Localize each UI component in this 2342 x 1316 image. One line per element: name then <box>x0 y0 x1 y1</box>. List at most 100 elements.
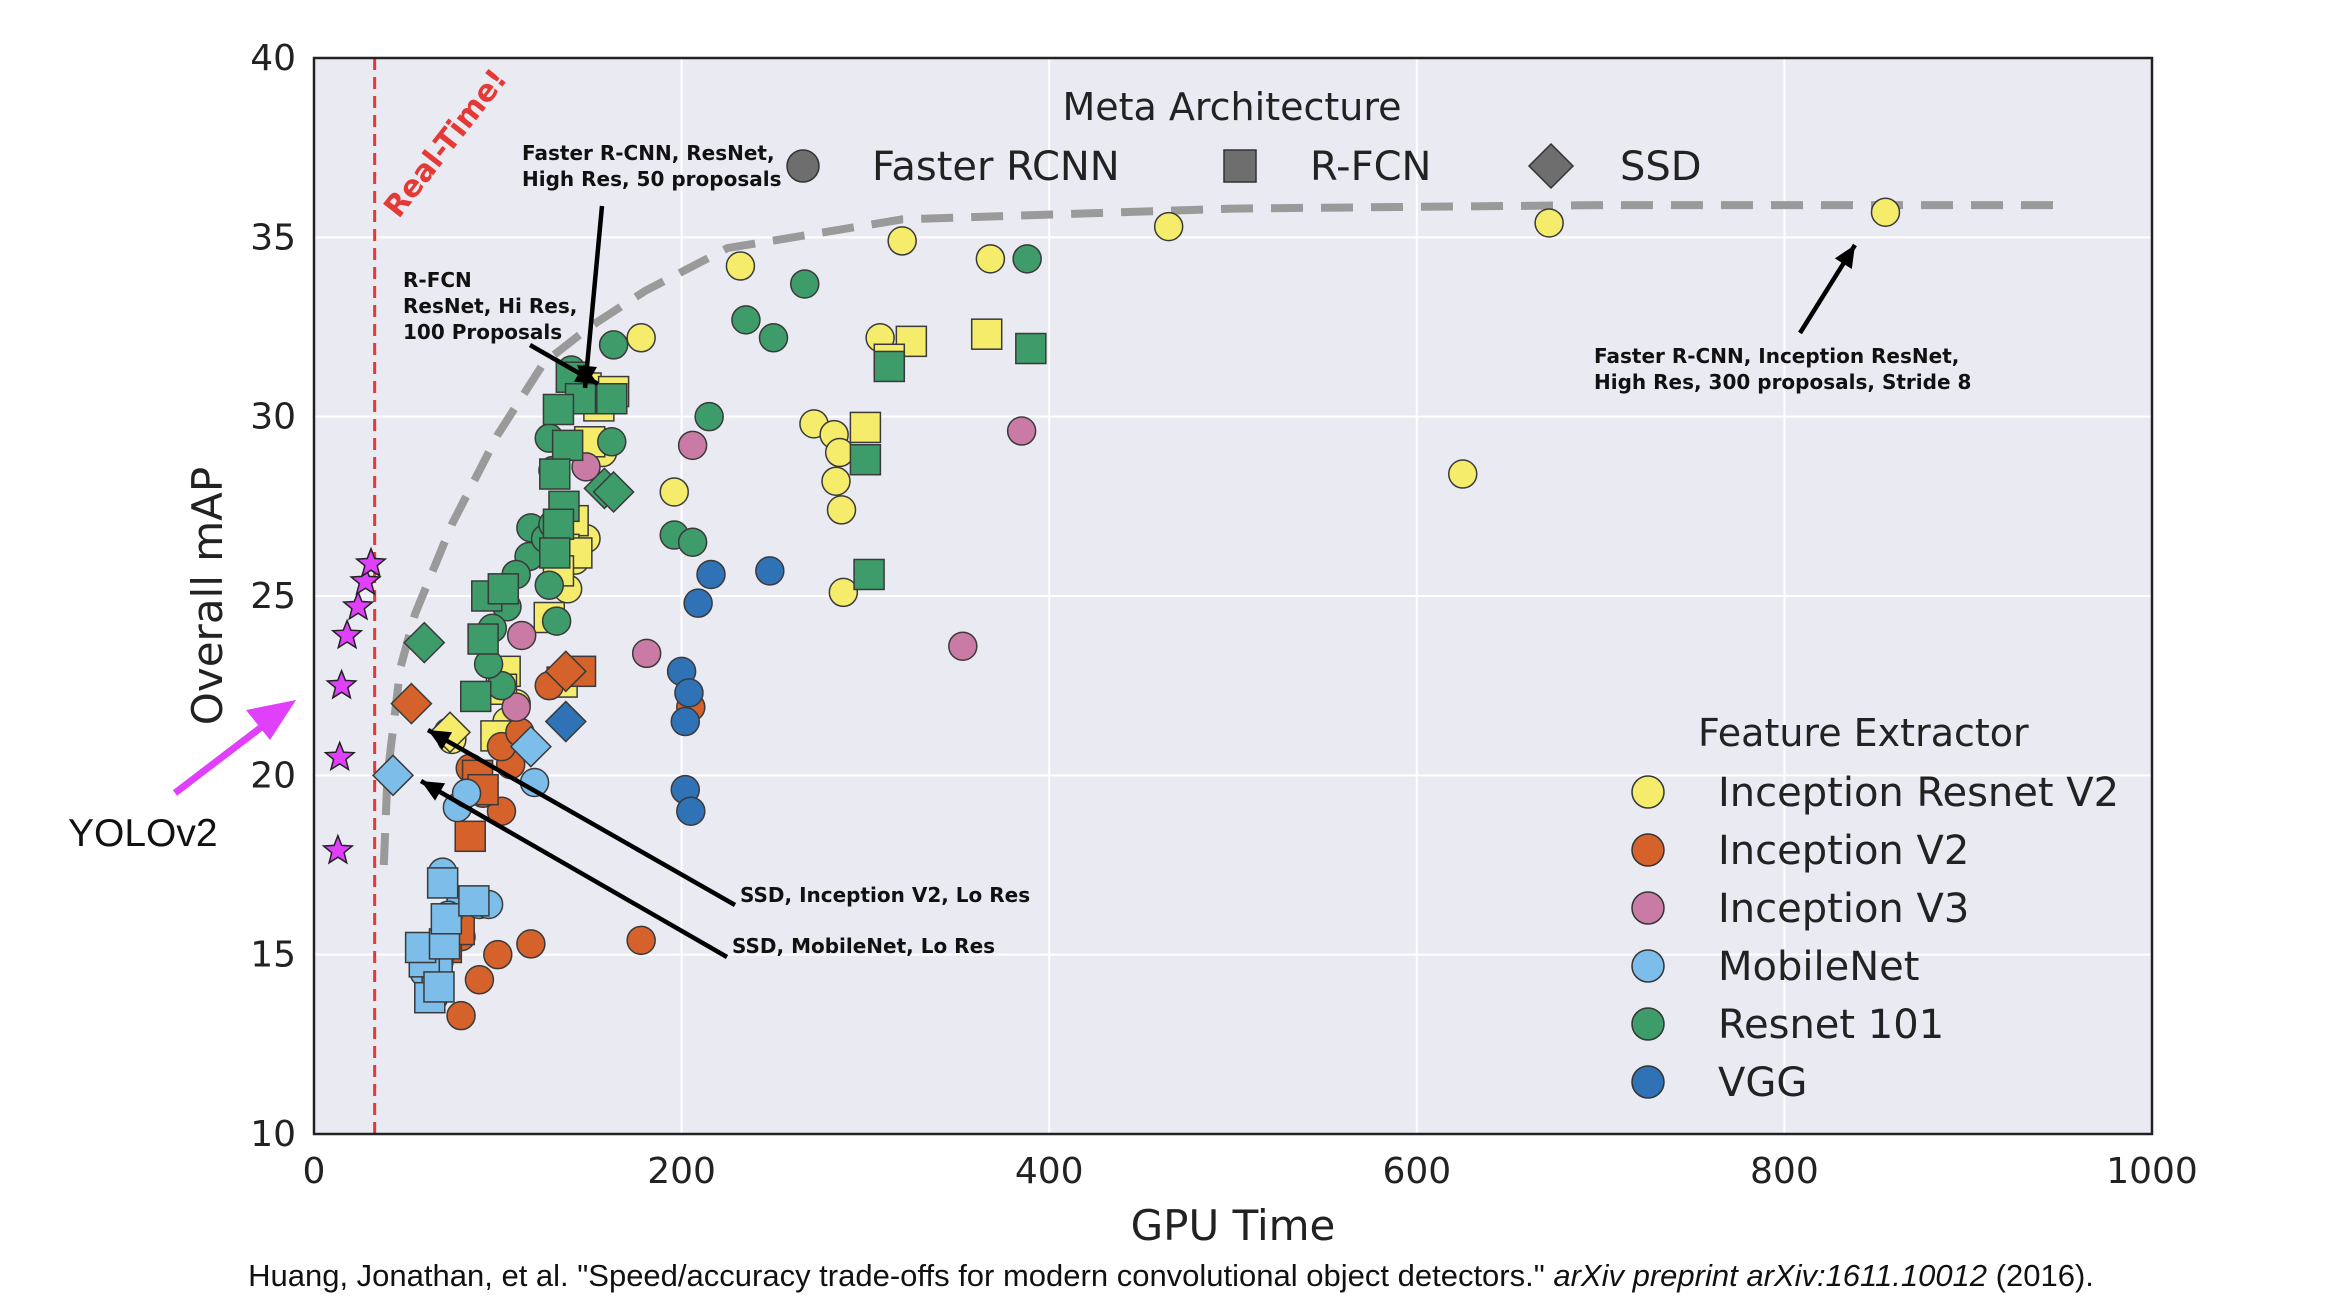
point-faster-rcnn-inception-v2 <box>483 939 513 970</box>
y-tick-label: 25 <box>250 576 296 617</box>
point-faster-rcnn-vgg <box>674 678 704 708</box>
point-rfcn-resnet-101 <box>459 680 492 713</box>
yolo-arrow <box>172 716 275 796</box>
point-ssd-vgg <box>544 700 587 743</box>
point-yolov2 <box>341 589 375 621</box>
point-rfcn-resnet-101 <box>542 508 575 541</box>
point-yolov2 <box>321 833 355 865</box>
point-rfcn-mobilenet <box>426 867 459 899</box>
meta-legend-square-marker <box>1223 149 1257 183</box>
caption-journal: arXiv preprint arXiv:1611.10012 <box>1553 1258 1988 1293</box>
feature-legend-marker <box>1631 775 1665 809</box>
feature-legend-label: Inception V3 <box>1718 886 1969 932</box>
feature-legend-marker <box>1631 833 1665 867</box>
annotation-arrowhead <box>573 364 598 384</box>
meta-legend-label: SSD <box>1620 144 1702 190</box>
point-faster-rcnn-resnet-101 <box>534 570 565 600</box>
point-faster-rcnn-inception-resnet-v2 <box>626 323 656 353</box>
annotation-arrowhead <box>428 730 453 750</box>
point-faster-rcnn-resnet-101 <box>1012 244 1042 274</box>
point-rfcn-resnet-101 <box>539 537 571 569</box>
annotation-text: SSD, MobileNet, Lo Res <box>732 934 995 958</box>
point-rfcn-resnet-101 <box>487 573 520 605</box>
point-faster-rcnn-inception-resnet-v2 <box>975 244 1006 274</box>
feature-legend-label: Inception V2 <box>1718 828 1969 874</box>
x-tick-label: 1000 <box>2106 1151 2198 1192</box>
point-yolov2 <box>325 668 358 700</box>
point-rfcn-resnet-101 <box>539 458 571 490</box>
yolo-arrowhead <box>246 700 296 740</box>
point-yolov2 <box>354 546 388 578</box>
annotation-arrow <box>582 205 605 389</box>
point-faster-rcnn-inception-resnet-v2 <box>1870 197 1901 227</box>
point-faster-rcnn-inception-v3 <box>1006 416 1037 446</box>
feature-legend-label: MobileNet <box>1718 944 1919 990</box>
point-faster-rcnn-resnet-101 <box>677 527 708 557</box>
feature-legend-marker <box>1631 949 1665 983</box>
point-faster-rcnn-inception-v2 <box>516 929 546 959</box>
y-tick-label: 30 <box>250 397 296 438</box>
point-ssd-mobilenet <box>509 725 552 768</box>
point-faster-rcnn-vgg <box>670 706 701 737</box>
meta-legend-title: Meta Architecture <box>1062 85 1401 129</box>
point-rfcn-resnet-101 <box>1015 332 1047 365</box>
feature-legend-marker <box>1631 891 1665 925</box>
annotation-text: SSD, Inception V2, Lo Res <box>740 883 1030 907</box>
pareto-frontier <box>379 201 2061 866</box>
feature-legend-label: VGG <box>1718 1060 1807 1106</box>
x-tick-label: 0 <box>303 1151 326 1192</box>
citation-caption: Huang, Jonathan, et al. "Speed/accuracy … <box>0 1258 2342 1294</box>
point-faster-rcnn-inception-resnet-v2 <box>828 577 859 608</box>
annotation-arrowhead <box>421 781 446 801</box>
y-tick-label: 10 <box>250 1114 296 1155</box>
plot-frame <box>312 56 2154 1136</box>
y-tick-label: 35 <box>250 217 296 258</box>
point-faster-rcnn-resnet-101 <box>694 401 724 432</box>
feature-legend-title: Feature Extractor <box>1698 711 2029 755</box>
caption-main: Huang, Jonathan, et al. "Speed/accuracy … <box>248 1258 1554 1293</box>
point-ssd-resnet-101 <box>592 470 635 514</box>
feature-legend-label: Inception Resnet V2 <box>1718 770 2119 816</box>
point-faster-rcnn-vgg <box>683 588 713 618</box>
point-faster-rcnn-inception-v3 <box>506 620 537 651</box>
point-rfcn-resnet-101 <box>551 429 584 462</box>
x-tick-label: 200 <box>647 1151 716 1192</box>
annotation-arrowhead <box>1834 245 1855 269</box>
feature-legend-marker <box>1631 1007 1665 1041</box>
point-rfcn-resnet-101 <box>596 382 628 415</box>
annotation-arrow <box>419 779 729 959</box>
annotation-text: R-FCN ResNet, Hi Res, 100 Proposals <box>403 268 577 344</box>
point-faster-rcnn-inception-v3 <box>948 631 978 661</box>
point-faster-rcnn-vgg <box>696 559 726 590</box>
x-tick-label: 600 <box>1382 1151 1451 1192</box>
point-rfcn-resnet-101 <box>467 623 499 655</box>
point-rfcn-mobilenet <box>430 903 463 935</box>
point-faster-rcnn-resnet-101 <box>731 305 761 335</box>
point-faster-rcnn-inception-v3 <box>631 638 662 669</box>
point-faster-rcnn-inception-resnet-v2 <box>824 437 855 468</box>
point-ssd-mobilenet <box>371 754 415 797</box>
feature-legend-label: Resnet 101 <box>1718 1002 1944 1048</box>
point-faster-rcnn-inception-resnet-v2 <box>725 251 756 281</box>
x-tick-label: 800 <box>1750 1151 1819 1192</box>
legends: Meta Architecture Faster RCNN R-FCN SSD Feat… <box>786 85 2119 1106</box>
point-faster-rcnn-inception-resnet-v2 <box>826 495 857 525</box>
point-ssd-resnet-101 <box>403 621 446 664</box>
meta-legend-diamond-marker <box>1527 142 1575 190</box>
point-rfcn-resnet-101 <box>542 393 575 426</box>
x-axis-label: GPU Time <box>1131 1201 1336 1250</box>
caption-year: (2016). <box>1987 1258 2094 1293</box>
point-faster-rcnn-resnet-101 <box>597 427 627 457</box>
annotations: Faster R-CNN, ResNet, High Res, 50 propos… <box>403 141 1971 959</box>
point-faster-rcnn-inception-v2 <box>446 1000 476 1031</box>
point-rfcn-resnet-101 <box>853 558 885 591</box>
point-faster-rcnn-inception-resnet-v2 <box>1534 208 1564 238</box>
yolo-label: YOLOv2 <box>68 812 218 855</box>
point-rfcn-resnet-101 <box>873 350 906 383</box>
point-rfcn-inception-resnet-v2 <box>849 411 882 444</box>
point-faster-rcnn-inception-resnet-v2 <box>887 226 917 256</box>
annotation-text: Faster R-CNN, ResNet, High Res, 50 propos… <box>522 141 781 191</box>
point-ssd-inception-v2 <box>390 682 433 725</box>
y-tick-label: 40 <box>250 38 296 79</box>
